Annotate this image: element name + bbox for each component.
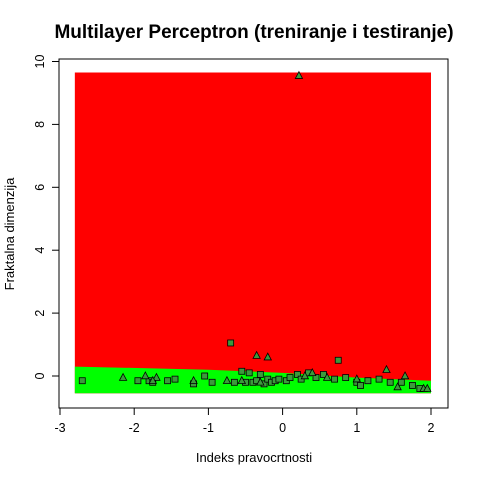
x-tick-label: -1 bbox=[203, 421, 214, 435]
data-points bbox=[78, 70, 432, 392]
x-tick-label: -3 bbox=[54, 421, 65, 435]
square-point bbox=[164, 377, 171, 385]
square-point bbox=[256, 371, 264, 378]
triangle-point bbox=[222, 375, 232, 384]
x-axis-label: Indeks pravocrtnosti bbox=[196, 450, 312, 465]
square-point bbox=[312, 374, 320, 381]
y-axis: 0 2 4 6 8 10 bbox=[33, 55, 60, 379]
triangle-point bbox=[423, 383, 432, 392]
square-point bbox=[409, 382, 416, 389]
y-tick-label: 4 bbox=[33, 247, 47, 254]
y-tick-label: 8 bbox=[33, 121, 47, 128]
square-point bbox=[294, 371, 301, 378]
square-point bbox=[134, 377, 142, 385]
triangle-point bbox=[300, 371, 310, 380]
y-tick-label: 10 bbox=[33, 55, 47, 69]
square-point bbox=[357, 382, 364, 389]
square-point bbox=[331, 375, 338, 383]
square-point bbox=[230, 378, 238, 386]
triangle-point bbox=[294, 70, 304, 79]
square-point bbox=[364, 377, 372, 385]
triangle-point bbox=[382, 364, 391, 373]
y-tick-label: 2 bbox=[33, 310, 47, 317]
square-point bbox=[245, 369, 253, 377]
square-point bbox=[208, 378, 216, 386]
x-tick-label: 2 bbox=[428, 421, 435, 435]
square-point bbox=[286, 374, 294, 381]
triangle-point bbox=[118, 372, 128, 381]
x-tick-label: 0 bbox=[279, 421, 286, 435]
square-point bbox=[334, 356, 342, 364]
triangle-point bbox=[141, 371, 150, 380]
triangle-point bbox=[393, 382, 402, 391]
triangle-point bbox=[252, 350, 261, 359]
triangle-point bbox=[256, 377, 265, 386]
square-point bbox=[375, 375, 383, 383]
square-point bbox=[238, 367, 246, 375]
upper-region bbox=[74, 72, 431, 394]
square-point bbox=[201, 372, 209, 380]
square-point bbox=[171, 375, 179, 383]
decision-regions bbox=[74, 72, 431, 394]
y-tick-label: 6 bbox=[33, 184, 47, 191]
triangle-point bbox=[189, 375, 198, 384]
square-point bbox=[227, 339, 235, 347]
square-point bbox=[275, 375, 283, 383]
square-point bbox=[386, 378, 394, 386]
triangle-point bbox=[352, 374, 362, 383]
triangle-point bbox=[148, 375, 158, 384]
triangle-point bbox=[400, 371, 410, 380]
triangle-point bbox=[308, 368, 317, 377]
square-point bbox=[78, 377, 86, 385]
x-tick-label: 1 bbox=[353, 421, 360, 435]
y-axis-label: Fraktalna dimenzija bbox=[2, 177, 17, 290]
square-point bbox=[342, 374, 350, 381]
chart-title: Multilayer Perceptron (treniranje i test… bbox=[54, 22, 453, 43]
triangle-point bbox=[237, 375, 247, 384]
square-point bbox=[397, 378, 405, 386]
triangle-point bbox=[263, 352, 273, 361]
x-tick-label: -2 bbox=[129, 421, 140, 435]
triangle-point bbox=[322, 372, 332, 381]
triangle-point bbox=[152, 372, 161, 381]
x-axis: -3 -2 -1 0 1 2 bbox=[54, 407, 435, 435]
y-tick-label: 0 bbox=[33, 372, 47, 379]
